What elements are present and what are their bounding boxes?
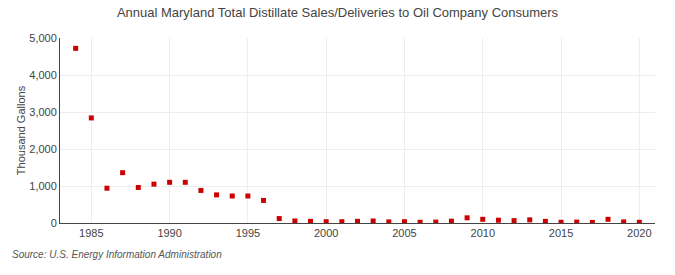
svg-text:2005: 2005 xyxy=(392,227,416,239)
svg-text:5,000: 5,000 xyxy=(29,32,57,44)
svg-text:0: 0 xyxy=(51,217,57,229)
svg-text:2,000: 2,000 xyxy=(29,143,57,155)
svg-text:4,000: 4,000 xyxy=(29,69,57,81)
svg-text:Source: U.S. Energy Informatio: Source: U.S. Energy Information Administ… xyxy=(12,249,222,260)
svg-text:3,000: 3,000 xyxy=(29,106,57,118)
svg-text:2015: 2015 xyxy=(549,227,573,239)
svg-text:2020: 2020 xyxy=(627,227,651,239)
svg-text:1990: 1990 xyxy=(157,227,181,239)
svg-text:Annual Maryland Total Distilla: Annual Maryland Total Distillate Sales/D… xyxy=(117,5,559,20)
svg-text:1995: 1995 xyxy=(236,227,260,239)
svg-text:2010: 2010 xyxy=(471,227,495,239)
svg-text:1,000: 1,000 xyxy=(29,180,57,192)
svg-text:1985: 1985 xyxy=(79,227,103,239)
svg-text:2000: 2000 xyxy=(314,227,338,239)
svg-text:Thousand Gallons: Thousand Gallons xyxy=(15,85,27,175)
